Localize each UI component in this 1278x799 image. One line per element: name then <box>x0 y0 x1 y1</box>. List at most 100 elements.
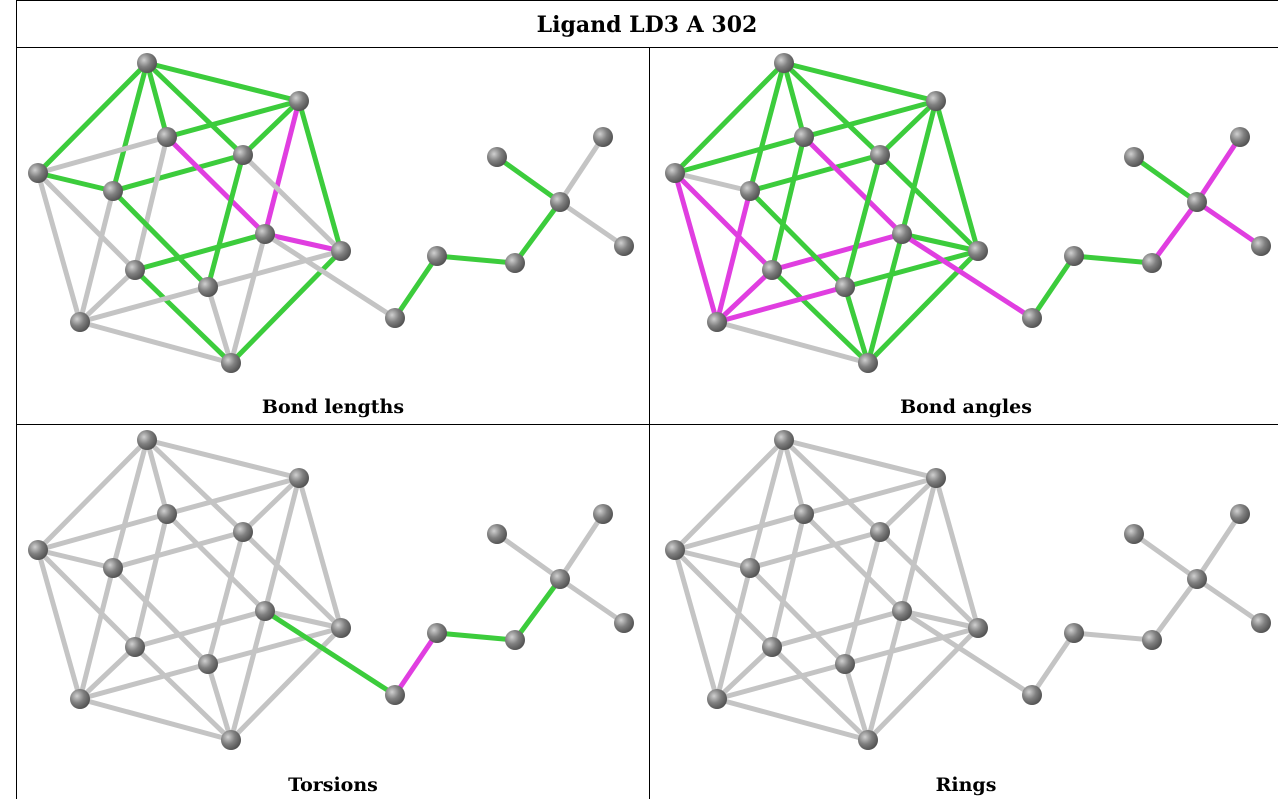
atom <box>28 163 48 183</box>
bond <box>672 134 807 176</box>
bond <box>110 437 150 571</box>
bond <box>747 529 883 571</box>
atom <box>762 260 782 280</box>
bond <box>801 134 905 237</box>
bond <box>714 267 775 325</box>
bond <box>262 475 302 614</box>
bond <box>714 284 848 325</box>
bond <box>205 152 246 290</box>
atom <box>835 654 855 674</box>
bond <box>77 565 116 702</box>
bond <box>144 60 170 140</box>
atom <box>762 637 782 657</box>
bond <box>769 231 905 273</box>
bond <box>865 608 905 743</box>
atom <box>103 181 123 201</box>
atom <box>125 260 145 280</box>
atom <box>1022 308 1042 328</box>
bond <box>240 475 302 535</box>
bond <box>132 644 234 743</box>
bond <box>228 608 268 743</box>
atom <box>1142 630 1162 650</box>
bond <box>557 576 627 626</box>
bond <box>865 231 905 366</box>
table-frame <box>16 0 1278 799</box>
atom <box>427 246 447 266</box>
atom <box>550 569 570 589</box>
bond <box>262 231 344 254</box>
bond <box>77 644 138 702</box>
bond <box>781 437 807 517</box>
atom <box>70 689 90 709</box>
bond <box>205 529 246 667</box>
bond <box>1149 199 1200 266</box>
bond <box>842 529 883 667</box>
atom <box>70 312 90 332</box>
atom <box>858 730 878 750</box>
bond <box>557 199 627 249</box>
bond <box>296 98 344 254</box>
atom <box>28 540 48 560</box>
atom <box>233 145 253 165</box>
bond <box>494 154 563 205</box>
atom <box>926 468 946 488</box>
bond <box>877 475 939 535</box>
atom <box>707 689 727 709</box>
bond <box>110 565 211 667</box>
bond <box>132 231 268 273</box>
bond <box>1071 630 1155 643</box>
bond <box>132 608 268 650</box>
atom <box>103 558 123 578</box>
atom <box>1230 127 1250 147</box>
bond <box>77 188 116 325</box>
bond <box>557 134 606 205</box>
bond <box>1194 576 1264 626</box>
bond <box>144 60 246 158</box>
bond <box>132 511 170 650</box>
atom <box>1251 236 1271 256</box>
bond <box>877 152 981 254</box>
bond <box>262 608 344 631</box>
atom <box>1124 524 1144 544</box>
bond <box>1131 154 1200 205</box>
bond <box>672 511 807 553</box>
bond <box>164 134 268 237</box>
bond <box>899 231 1035 321</box>
bond <box>842 248 981 290</box>
atom <box>198 277 218 297</box>
bond <box>747 188 848 290</box>
bond <box>672 547 720 702</box>
bond <box>842 625 981 667</box>
atom <box>505 253 525 273</box>
atom <box>926 91 946 111</box>
bond <box>494 531 563 582</box>
bond <box>557 511 606 582</box>
title: Ligand LD3 A 302 <box>537 12 758 38</box>
bond <box>164 98 302 140</box>
bond <box>512 199 563 266</box>
atom <box>157 127 177 147</box>
atom <box>385 685 405 705</box>
bond <box>132 267 234 366</box>
bond <box>35 60 150 176</box>
atom <box>125 637 145 657</box>
bond <box>144 437 170 517</box>
bond <box>672 547 753 571</box>
bond <box>144 437 246 535</box>
bond <box>933 475 981 631</box>
atom <box>665 540 685 560</box>
bond <box>842 661 871 743</box>
atom <box>137 430 157 450</box>
atom <box>740 558 760 578</box>
bond <box>899 98 939 237</box>
atom <box>614 236 634 256</box>
atom <box>331 241 351 261</box>
bond <box>35 547 116 571</box>
atom <box>385 308 405 328</box>
bond <box>77 284 211 325</box>
atom <box>870 522 890 542</box>
atom <box>427 623 447 643</box>
bond <box>205 625 344 667</box>
atom <box>892 224 912 244</box>
bond <box>144 60 302 104</box>
